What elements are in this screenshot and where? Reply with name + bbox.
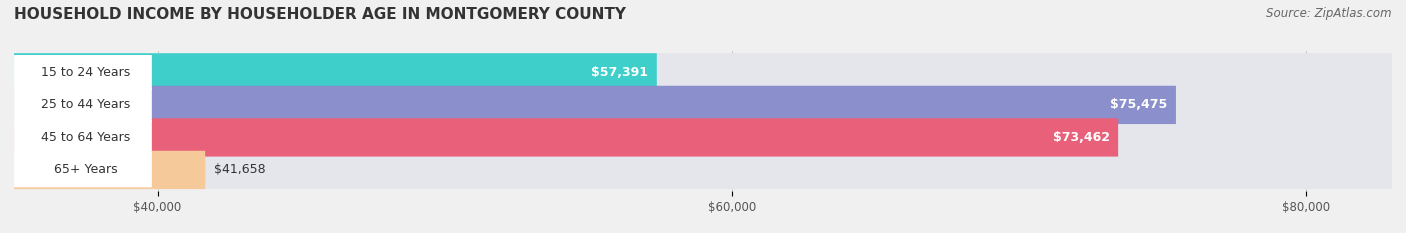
Text: $41,658: $41,658 bbox=[214, 163, 266, 176]
Text: 15 to 24 Years: 15 to 24 Years bbox=[41, 66, 131, 79]
FancyBboxPatch shape bbox=[14, 86, 1392, 124]
Text: 45 to 64 Years: 45 to 64 Years bbox=[41, 131, 131, 144]
FancyBboxPatch shape bbox=[14, 55, 152, 90]
Text: 65+ Years: 65+ Years bbox=[53, 163, 118, 176]
Text: $73,462: $73,462 bbox=[1053, 131, 1109, 144]
FancyBboxPatch shape bbox=[14, 151, 205, 189]
FancyBboxPatch shape bbox=[14, 118, 1118, 157]
FancyBboxPatch shape bbox=[14, 120, 152, 155]
Text: 25 to 44 Years: 25 to 44 Years bbox=[41, 98, 131, 111]
FancyBboxPatch shape bbox=[14, 86, 1175, 124]
FancyBboxPatch shape bbox=[14, 151, 1392, 189]
FancyBboxPatch shape bbox=[14, 53, 657, 92]
FancyBboxPatch shape bbox=[14, 88, 152, 122]
FancyBboxPatch shape bbox=[14, 53, 1392, 92]
Text: $75,475: $75,475 bbox=[1111, 98, 1167, 111]
Text: $57,391: $57,391 bbox=[591, 66, 648, 79]
FancyBboxPatch shape bbox=[14, 153, 152, 187]
Text: Source: ZipAtlas.com: Source: ZipAtlas.com bbox=[1267, 7, 1392, 20]
Text: HOUSEHOLD INCOME BY HOUSEHOLDER AGE IN MONTGOMERY COUNTY: HOUSEHOLD INCOME BY HOUSEHOLDER AGE IN M… bbox=[14, 7, 626, 22]
FancyBboxPatch shape bbox=[14, 118, 1392, 157]
